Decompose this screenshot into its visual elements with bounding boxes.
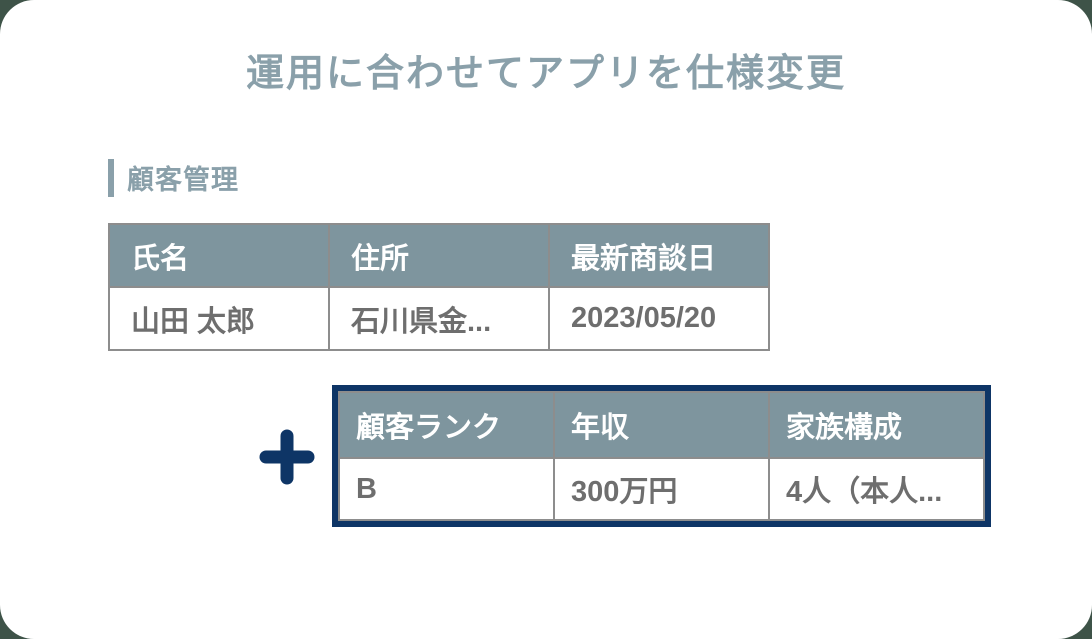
page-title: 運用に合わせてアプリを仕様変更 [245, 53, 846, 95]
cell-last-meeting-date: 2023/05/20 [548, 286, 770, 351]
cell-family-structure: 4人（本人... [768, 457, 985, 521]
section-accent-bar [108, 158, 114, 197]
section-heading: 顧客管理 [108, 158, 239, 197]
column-header-family-structure: 家族構成 [768, 391, 985, 459]
table-row: B 300万円 4人（本人... [338, 457, 985, 521]
table-row: 山田 太郎 石川県金... 2023/05/20 [108, 286, 770, 351]
column-header-address: 住所 [328, 223, 550, 288]
column-header-customer-rank: 顧客ランク [338, 391, 555, 459]
cell-address: 石川県金... [328, 286, 550, 351]
column-header-name: 氏名 [108, 223, 330, 288]
cell-annual-income: 300万円 [553, 457, 770, 521]
plus-icon [259, 429, 315, 485]
cell-name: 山田 太郎 [108, 286, 330, 351]
section-label: 顧客管理 [127, 165, 239, 195]
column-header-last-meeting-date: 最新商談日 [548, 223, 770, 288]
cell-customer-rank: B [338, 457, 555, 521]
added-table-frame: 顧客ランク 年収 家族構成 B 300万円 4人（本人... [332, 385, 991, 527]
customer-table-header-row: 氏名 住所 最新商談日 [108, 223, 770, 288]
column-header-annual-income: 年収 [553, 391, 770, 459]
added-table-header-row: 顧客ランク 年収 家族構成 [338, 391, 985, 459]
customer-table: 氏名 住所 最新商談日 山田 太郎 石川県金... 2023/05/20 [108, 223, 770, 351]
added-table: 顧客ランク 年収 家族構成 B 300万円 4人（本人... [338, 391, 985, 521]
